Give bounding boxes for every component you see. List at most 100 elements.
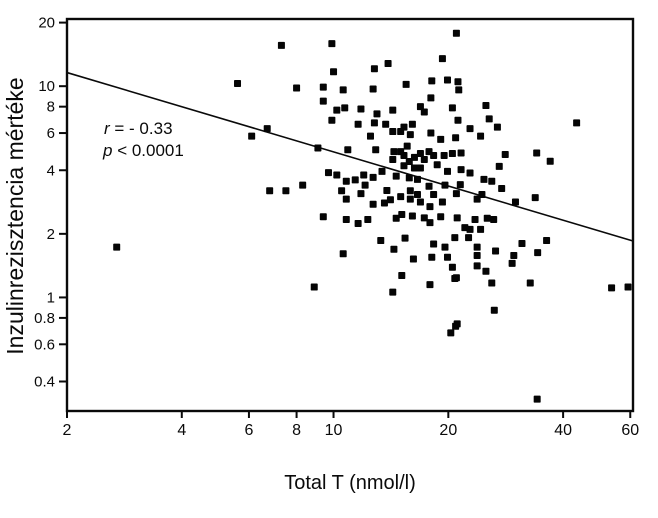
data-point [408, 212, 416, 220]
y-tick-label: 4 [47, 162, 55, 179]
data-point [397, 128, 405, 136]
data-point [319, 213, 327, 221]
data-point [433, 161, 441, 169]
data-point [319, 83, 327, 91]
data-point [369, 173, 377, 181]
data-point [378, 167, 386, 175]
data-point [501, 150, 509, 158]
data-point [425, 182, 433, 190]
data-point [377, 237, 385, 245]
data-point [533, 149, 541, 157]
data-point [495, 162, 503, 170]
data-point [384, 60, 392, 68]
data-point [510, 251, 518, 259]
data-point [369, 200, 377, 208]
data-point [364, 215, 372, 223]
data-point [518, 240, 526, 248]
data-point [389, 288, 397, 296]
data-point [400, 151, 408, 159]
data-point [447, 329, 455, 337]
data-point [406, 131, 414, 139]
data-point [451, 234, 459, 242]
data-point [426, 203, 434, 211]
data-point [455, 86, 463, 94]
data-point [408, 120, 416, 128]
data-point [319, 97, 327, 105]
data-point [456, 181, 464, 189]
x-tick-label: 60 [621, 422, 639, 439]
x-tick-label: 8 [292, 422, 301, 439]
data-point [480, 175, 488, 183]
data-point [382, 120, 390, 128]
data-point [428, 77, 436, 85]
data-point [416, 150, 424, 158]
data-point [465, 234, 473, 242]
regression-line [66, 71, 634, 242]
data-point [526, 279, 534, 287]
data-point [473, 195, 481, 203]
data-point [405, 174, 413, 182]
data-point [338, 187, 346, 195]
data-point [370, 119, 378, 127]
y-tick-label: 6 [47, 125, 55, 142]
data-point [482, 102, 490, 110]
data-point [443, 76, 451, 84]
data-point [344, 146, 352, 154]
data-point [328, 116, 336, 124]
data-point [457, 149, 465, 157]
x-tick-label: 4 [177, 422, 186, 439]
data-point [342, 195, 350, 203]
data-point [454, 78, 462, 86]
y-tick-label: 8 [47, 99, 55, 116]
data-point [457, 166, 465, 174]
data-point [416, 164, 424, 172]
data-point [490, 215, 498, 223]
data-point [430, 240, 438, 248]
data-point [493, 123, 501, 131]
data-point [573, 119, 581, 127]
data-point [366, 132, 374, 140]
data-point [397, 193, 405, 201]
data-point [624, 283, 632, 291]
data-point [428, 253, 436, 261]
data-point [608, 284, 616, 292]
data-point [488, 177, 496, 185]
data-point [339, 86, 347, 94]
data-point [437, 213, 445, 221]
data-point [389, 106, 397, 114]
data-point [430, 151, 438, 159]
data-point [441, 181, 449, 189]
data-point [354, 219, 362, 227]
data-point [277, 41, 285, 49]
data-point [426, 219, 434, 227]
data-point [483, 214, 491, 222]
data-point [293, 84, 301, 92]
data-point [409, 255, 417, 263]
data-point [389, 128, 397, 136]
data-point [452, 190, 460, 198]
data-point [466, 169, 474, 177]
data-point [314, 144, 322, 152]
x-axis-title: Total T (nmol/l) [284, 472, 416, 494]
data-point [113, 243, 121, 251]
data-point [370, 65, 378, 73]
data-point [361, 181, 369, 189]
data-point [357, 105, 365, 113]
data-point [234, 79, 242, 87]
data-point [398, 272, 406, 280]
data-point [448, 104, 456, 112]
data-point [390, 245, 398, 253]
r-symbol: r [104, 119, 111, 138]
y-tick-label: 10 [38, 78, 55, 95]
axis-ticks: 2 4 6 8 10 20 40 60 20 10 8 6 4 2 1 0.8 0.6 0.4 [34, 15, 639, 439]
data-point [534, 249, 542, 257]
data-point [511, 198, 519, 206]
data-point [473, 262, 481, 270]
data-point [416, 198, 424, 206]
data-point [400, 162, 408, 170]
data-point [392, 172, 400, 180]
x-tick-label: 20 [439, 422, 457, 439]
data-point [498, 184, 506, 192]
data-point [324, 169, 332, 177]
